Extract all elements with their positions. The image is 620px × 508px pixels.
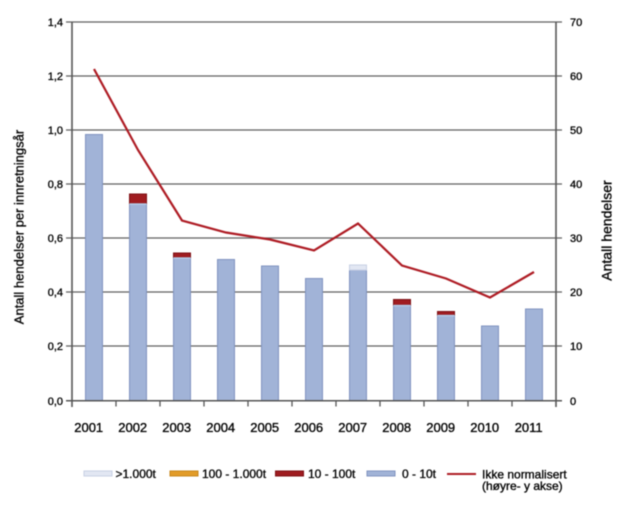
svg-text:Ikke normalisert: Ikke normalisert xyxy=(482,467,567,481)
svg-text:2007: 2007 xyxy=(338,420,367,435)
svg-text:40: 40 xyxy=(570,179,582,191)
svg-text:2001: 2001 xyxy=(74,420,103,435)
svg-text:0,6: 0,6 xyxy=(48,233,63,245)
svg-text:0,0: 0,0 xyxy=(48,396,63,408)
svg-text:Antall hendelser per innretnin: Antall hendelser per innretningsår xyxy=(12,129,27,324)
svg-text:0 - 10t: 0 - 10t xyxy=(402,467,437,481)
svg-text:50: 50 xyxy=(570,125,582,137)
svg-text:Antall hendelser: Antall hendelser xyxy=(599,180,615,281)
svg-text:2010: 2010 xyxy=(470,420,499,435)
svg-text:1,2: 1,2 xyxy=(48,71,63,83)
svg-text:2005: 2005 xyxy=(250,420,279,435)
svg-text:60: 60 xyxy=(570,71,582,83)
svg-text:10: 10 xyxy=(570,341,582,353)
svg-text:(høyre- y akse): (høyre- y akse) xyxy=(482,479,563,493)
svg-text:>1.000t: >1.000t xyxy=(116,467,157,481)
svg-text:0,8: 0,8 xyxy=(48,179,63,191)
svg-text:1,4: 1,4 xyxy=(48,17,63,29)
svg-text:0: 0 xyxy=(570,396,576,408)
svg-text:2008: 2008 xyxy=(382,420,411,435)
svg-text:2009: 2009 xyxy=(426,420,455,435)
svg-text:2006: 2006 xyxy=(294,420,323,435)
svg-text:20: 20 xyxy=(570,287,582,299)
svg-text:30: 30 xyxy=(570,233,582,245)
svg-text:2002: 2002 xyxy=(118,420,147,435)
svg-text:100 - 1.000t: 100 - 1.000t xyxy=(202,467,267,481)
svg-text:10 - 100t: 10 - 100t xyxy=(308,467,356,481)
svg-text:0,2: 0,2 xyxy=(48,341,63,353)
svg-text:70: 70 xyxy=(570,17,582,29)
svg-text:2011: 2011 xyxy=(515,420,543,435)
svg-text:1,0: 1,0 xyxy=(48,125,63,137)
svg-text:2004: 2004 xyxy=(206,420,235,435)
svg-text:0,4: 0,4 xyxy=(48,287,63,299)
svg-text:2003: 2003 xyxy=(162,420,191,435)
